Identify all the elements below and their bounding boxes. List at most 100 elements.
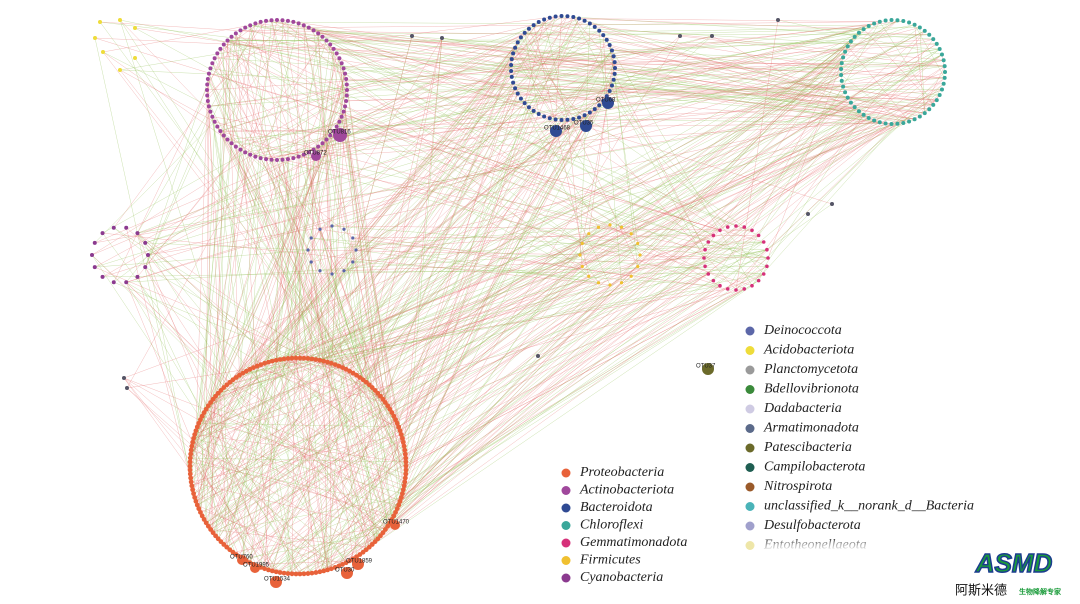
node [565, 117, 570, 122]
edge [137, 233, 273, 571]
node [269, 568, 275, 574]
node [281, 356, 287, 362]
node-label: OTU1468 [544, 126, 571, 132]
edge [533, 24, 880, 123]
legend-label: Planctomycetota [763, 362, 858, 377]
edge [614, 73, 910, 122]
edge [287, 16, 568, 574]
node [343, 104, 348, 109]
edge [343, 270, 388, 527]
edge [398, 25, 869, 428]
edge [229, 382, 405, 483]
edge [218, 105, 600, 394]
edge [226, 16, 556, 386]
edge [214, 121, 632, 235]
edge [606, 95, 764, 275]
edge [840, 74, 904, 124]
legend-dot [561, 468, 571, 478]
node [194, 424, 200, 430]
node [515, 91, 520, 96]
edge [210, 123, 898, 530]
node [848, 39, 853, 44]
edge [210, 529, 370, 548]
edge [197, 16, 556, 506]
edge [315, 37, 443, 573]
edge [212, 285, 721, 533]
node-label: OTU37 [696, 364, 716, 370]
legend-label: Proteobacteria [579, 465, 664, 480]
node [324, 38, 329, 43]
edge [226, 282, 622, 548]
edge [192, 42, 518, 443]
edge [239, 358, 309, 557]
edge [520, 30, 600, 99]
edge [264, 70, 512, 569]
edge [404, 226, 745, 487]
node [344, 77, 349, 82]
edge [342, 48, 940, 368]
edge [272, 95, 607, 572]
edge [331, 100, 347, 364]
edge [579, 117, 869, 256]
edge [260, 384, 370, 568]
legend-dot [561, 538, 571, 548]
hub-node [702, 363, 714, 375]
edge [265, 116, 342, 160]
edge [194, 382, 367, 498]
node [187, 471, 193, 477]
edge [393, 119, 562, 517]
edge [235, 33, 406, 479]
edge [402, 95, 607, 439]
edge [206, 266, 583, 524]
edge [758, 107, 855, 236]
edge [573, 16, 934, 40]
edge [372, 387, 404, 443]
edge [190, 449, 237, 555]
edge [195, 143, 232, 431]
edge [102, 46, 848, 278]
legend-dot [745, 482, 755, 492]
edge [250, 25, 612, 51]
edge [210, 115, 585, 403]
edge [520, 98, 611, 286]
edge [310, 261, 324, 362]
edge [573, 16, 705, 259]
edge [220, 130, 261, 159]
edge [119, 19, 407, 463]
edge [311, 15, 562, 239]
node [400, 439, 406, 445]
edge [102, 232, 611, 286]
legend-label: Campilobacterota [764, 460, 865, 475]
edge [307, 119, 568, 359]
edge [271, 20, 299, 157]
legend-label: unclassified_k__norank_d__Bacteria [764, 499, 974, 514]
node [518, 96, 523, 101]
edge [260, 364, 373, 545]
edge [326, 40, 348, 96]
edge [200, 419, 406, 479]
node [839, 72, 844, 77]
node-label: OTU816 [328, 130, 351, 136]
edge [315, 92, 846, 360]
node [934, 98, 939, 103]
edge [311, 358, 384, 400]
node [536, 20, 541, 25]
edge [352, 50, 613, 374]
edge [137, 276, 277, 572]
edge [352, 235, 759, 239]
node [188, 479, 194, 485]
edge [242, 158, 261, 559]
edge [126, 57, 844, 283]
edge [208, 273, 709, 527]
edge [195, 79, 209, 431]
edge [276, 525, 388, 573]
node [866, 115, 871, 120]
edge [282, 159, 370, 548]
edge [346, 78, 937, 101]
edge [847, 38, 934, 47]
edge [349, 88, 516, 561]
edge [343, 95, 607, 112]
node [291, 19, 296, 24]
edge [220, 131, 225, 388]
edge [192, 442, 367, 550]
